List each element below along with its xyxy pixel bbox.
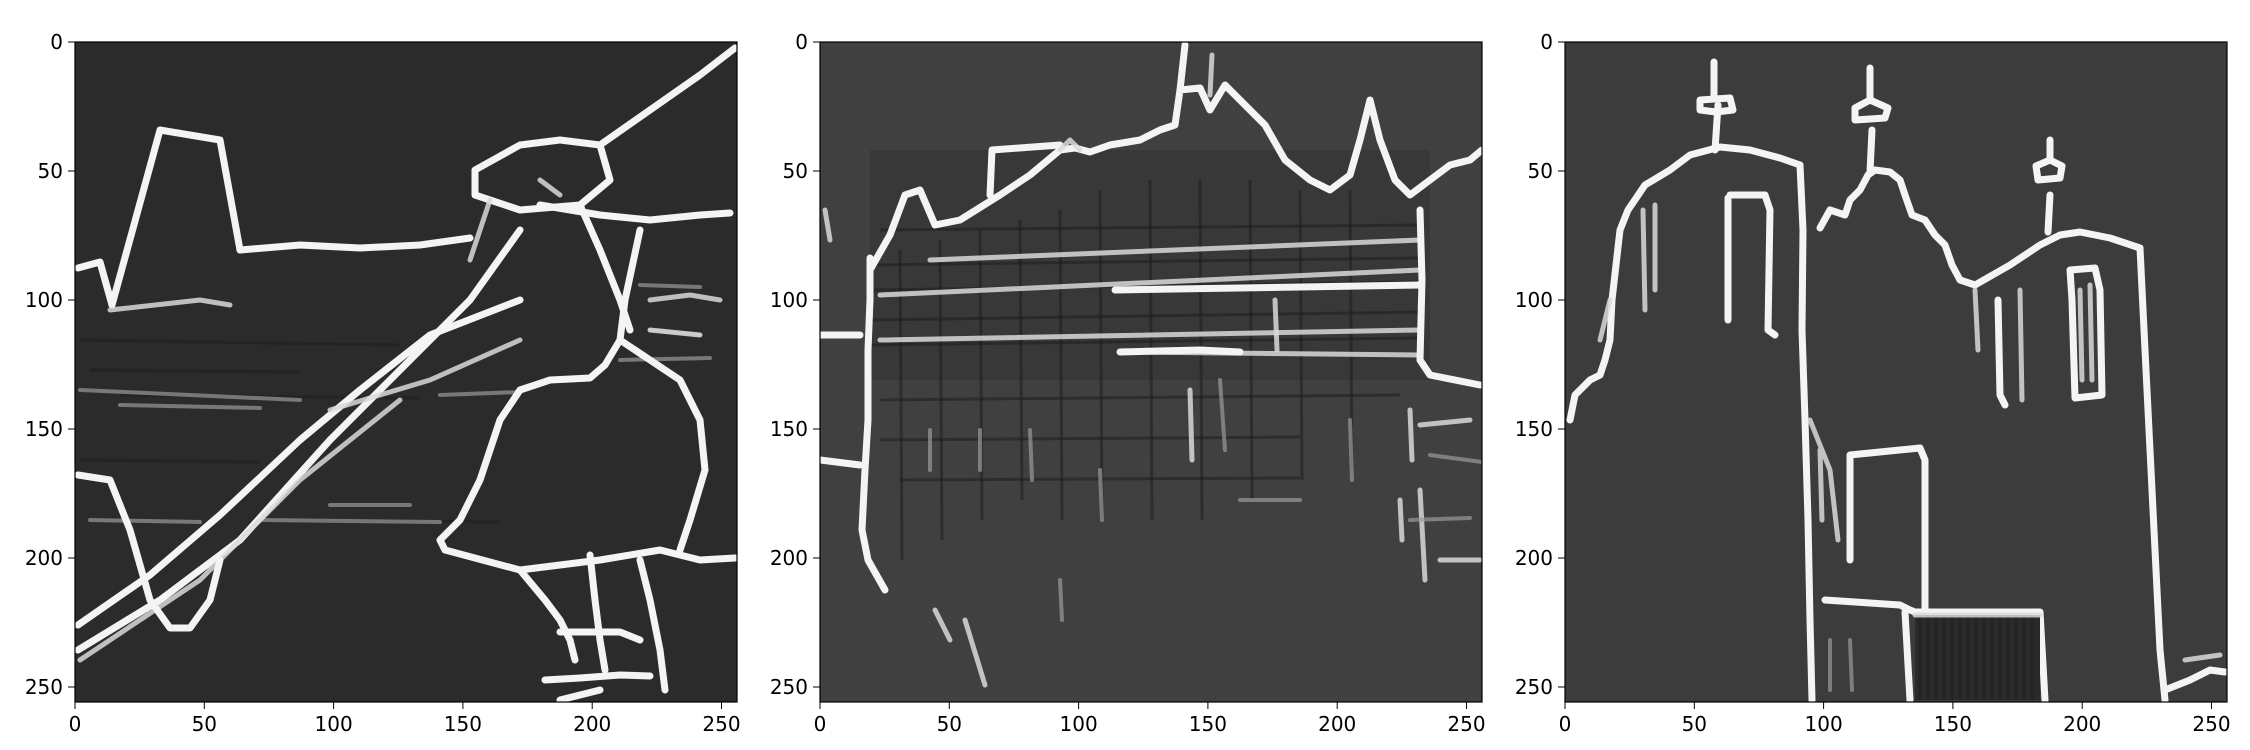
x-tick-label: 0 — [814, 712, 827, 736]
y-tick-label: 0 — [795, 30, 808, 54]
y-tick-label: 100 — [25, 288, 63, 312]
panel-2: 0 50 100 150 200 250 0 50 100 150 200 25… — [770, 30, 1486, 736]
x-tick-label: 200 — [2063, 712, 2101, 736]
panel-2-frame — [819, 41, 1483, 703]
panel-1: 0 50 100 150 200 250 0 50 100 150 200 25… — [25, 30, 741, 736]
panel-3-image-background — [1565, 42, 2227, 702]
y-tick-label: 0 — [50, 30, 63, 54]
x-tick-label: 100 — [1805, 712, 1843, 736]
y-tick-label: 50 — [1528, 159, 1553, 183]
panel-2-y-ticks: 0 50 100 150 200 250 — [770, 30, 820, 699]
panel-3-edge-map — [1566, 58, 2227, 702]
x-tick-label: 0 — [69, 712, 82, 736]
y-tick-label: 100 — [770, 288, 808, 312]
panel-2-x-ticks: 0 50 100 150 200 250 — [814, 702, 1486, 736]
x-tick-label: 250 — [2192, 712, 2230, 736]
y-tick-label: 150 — [25, 417, 63, 441]
panel-3-frame — [1564, 41, 2228, 703]
panel-1-edge-map — [75, 44, 737, 702]
x-tick-label: 150 — [1189, 712, 1227, 736]
y-tick-label: 50 — [783, 159, 808, 183]
y-tick-label: 200 — [770, 546, 808, 570]
x-tick-label: 250 — [1447, 712, 1485, 736]
y-tick-label: 250 — [25, 675, 63, 699]
panel-3-x-ticks: 0 50 100 150 200 250 — [1559, 702, 2231, 736]
x-tick-label: 0 — [1559, 712, 1572, 736]
panel-1-frame — [74, 41, 738, 703]
y-tick-label: 200 — [1515, 546, 1553, 570]
panel-3-y-ticks: 0 50 100 150 200 250 — [1515, 30, 1565, 699]
panel-2-edge-map — [820, 42, 1482, 688]
y-tick-label: 150 — [770, 417, 808, 441]
y-tick-label: 0 — [1540, 30, 1553, 54]
x-tick-label: 150 — [1934, 712, 1972, 736]
x-tick-label: 50 — [192, 712, 217, 736]
x-tick-label: 250 — [702, 712, 740, 736]
y-tick-label: 200 — [25, 546, 63, 570]
x-tick-label: 100 — [1060, 712, 1098, 736]
y-tick-label: 100 — [1515, 288, 1553, 312]
x-tick-label: 150 — [444, 712, 482, 736]
panel-1-x-ticks: 0 50 100 150 200 250 — [69, 702, 741, 736]
x-tick-label: 50 — [1682, 712, 1707, 736]
x-tick-label: 200 — [573, 712, 611, 736]
x-tick-label: 200 — [1318, 712, 1356, 736]
panel-3: 0 50 100 150 200 250 0 50 100 150 200 25… — [1515, 30, 2231, 736]
panel-1-y-ticks: 0 50 100 150 200 250 — [25, 30, 75, 699]
y-tick-label: 50 — [38, 159, 63, 183]
y-tick-label: 250 — [770, 675, 808, 699]
x-tick-label: 50 — [937, 712, 962, 736]
y-tick-label: 250 — [1515, 675, 1553, 699]
x-tick-label: 100 — [315, 712, 353, 736]
y-tick-label: 150 — [1515, 417, 1553, 441]
